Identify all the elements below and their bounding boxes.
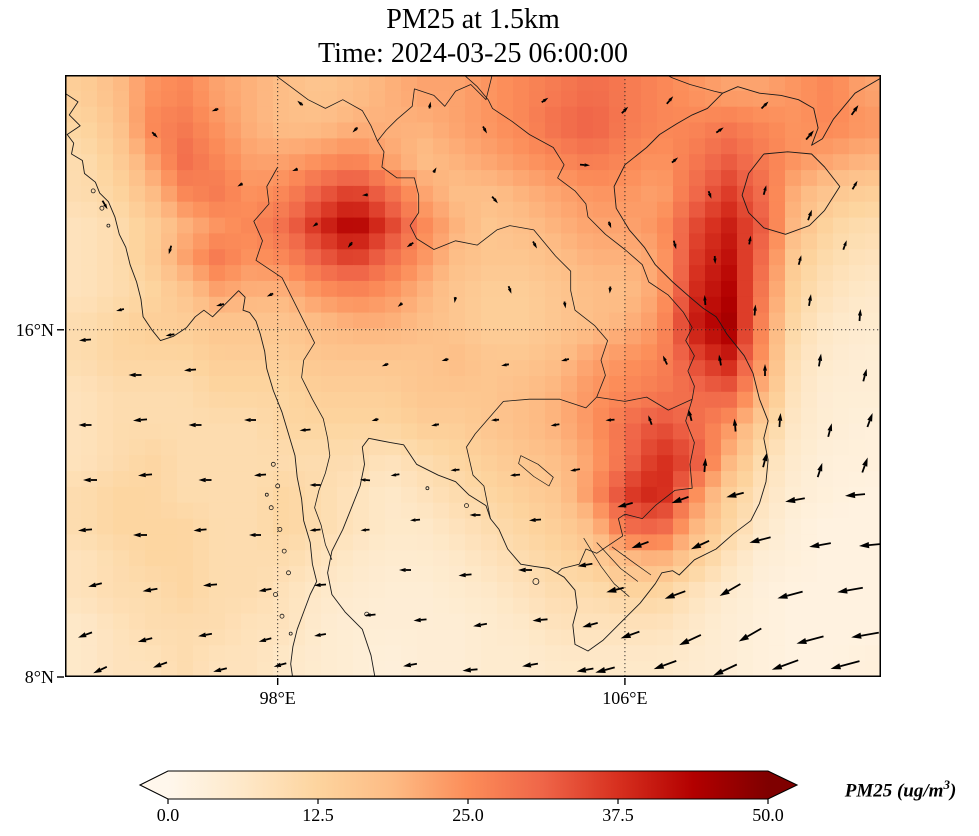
- plot-frame: [65, 75, 881, 677]
- colorbar-gradient-bar: [138, 770, 799, 800]
- colorbar-label: PM25 (ug/m3): [822, 770, 979, 802]
- coastline-layer: [65, 75, 881, 677]
- plot-subtitle: Time: 2024-03-25 06:00:00: [317, 38, 629, 69]
- colorbar-tick-label-1: 12.5: [302, 805, 334, 825]
- colorbar-canvas: [138, 770, 799, 804]
- colorbar-tick-label-0: 0.0: [156, 805, 180, 825]
- colorbar-tick-marks: [167, 799, 769, 804]
- axis-tick-marks: [57, 329, 626, 685]
- y-tick-label-16n: 16°N: [15, 319, 54, 340]
- map-plot: [57, 75, 881, 685]
- colorbar-label-close: ): [949, 780, 957, 802]
- colorbar-tick-label-3: 37.5: [602, 805, 634, 825]
- colorbar-label-superscript: 3: [943, 777, 950, 792]
- plot-title: PM25 at 1.5km: [386, 4, 560, 35]
- wind-quiver-layer: [78, 96, 881, 676]
- map-canvas: [57, 75, 881, 685]
- pm25-heatmap-layer: [65, 75, 881, 677]
- x-tick-label-106e: 106°E: [602, 688, 648, 708]
- colorbar: [138, 770, 799, 804]
- x-tick-label-98e: 98°E: [259, 688, 296, 708]
- colorbar-tick-label-2: 25.0: [452, 805, 484, 825]
- colorbar-label-text: PM25 (ug/m: [844, 780, 944, 802]
- graticule-gridline-layer: [65, 75, 881, 677]
- colorbar-tick-label-4: 50.0: [752, 805, 784, 825]
- y-tick-label-8n: 8°N: [24, 667, 54, 687]
